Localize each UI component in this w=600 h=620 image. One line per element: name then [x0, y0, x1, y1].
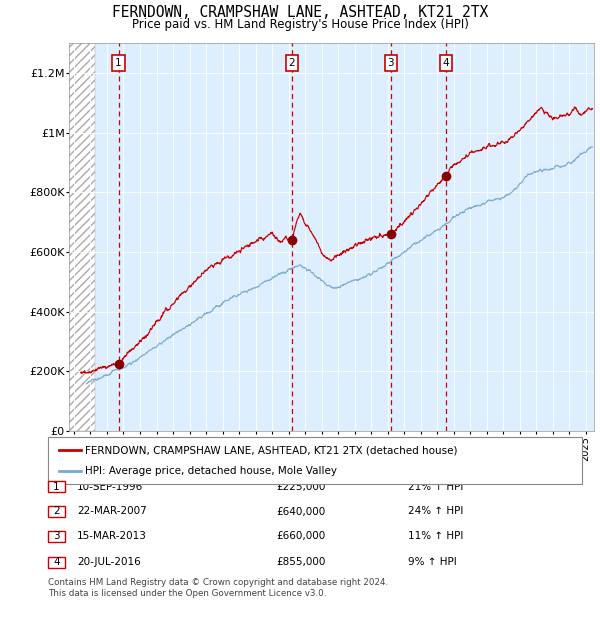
Text: 2: 2: [289, 58, 295, 68]
Text: 15-MAR-2013: 15-MAR-2013: [77, 531, 146, 541]
Text: 4: 4: [53, 557, 60, 567]
Text: 10-SEP-1996: 10-SEP-1996: [77, 482, 143, 492]
Text: £225,000: £225,000: [276, 482, 325, 492]
Text: 2: 2: [53, 507, 60, 516]
Text: This data is licensed under the Open Government Licence v3.0.: This data is licensed under the Open Gov…: [48, 588, 326, 598]
Text: 3: 3: [53, 531, 60, 541]
Text: FERNDOWN, CRAMPSHAW LANE, ASHTEAD, KT21 2TX (detached house): FERNDOWN, CRAMPSHAW LANE, ASHTEAD, KT21 …: [85, 445, 458, 455]
Text: 1: 1: [53, 482, 60, 492]
Text: Price paid vs. HM Land Registry's House Price Index (HPI): Price paid vs. HM Land Registry's House …: [131, 18, 469, 31]
Text: 24% ↑ HPI: 24% ↑ HPI: [408, 507, 463, 516]
Text: £660,000: £660,000: [276, 531, 325, 541]
Text: 3: 3: [388, 58, 394, 68]
Text: Contains HM Land Registry data © Crown copyright and database right 2024.: Contains HM Land Registry data © Crown c…: [48, 578, 388, 587]
Text: 9% ↑ HPI: 9% ↑ HPI: [408, 557, 457, 567]
Text: 20-JUL-2016: 20-JUL-2016: [77, 557, 140, 567]
Text: FERNDOWN, CRAMPSHAW LANE, ASHTEAD, KT21 2TX: FERNDOWN, CRAMPSHAW LANE, ASHTEAD, KT21 …: [112, 5, 488, 20]
Text: £640,000: £640,000: [276, 507, 325, 516]
Text: 22-MAR-2007: 22-MAR-2007: [77, 507, 146, 516]
Text: 11% ↑ HPI: 11% ↑ HPI: [408, 531, 463, 541]
Text: 21% ↑ HPI: 21% ↑ HPI: [408, 482, 463, 492]
Text: £855,000: £855,000: [276, 557, 325, 567]
Text: 4: 4: [443, 58, 449, 68]
Bar: [69, 43, 95, 431]
Text: 1: 1: [115, 58, 122, 68]
Text: HPI: Average price, detached house, Mole Valley: HPI: Average price, detached house, Mole…: [85, 466, 337, 476]
